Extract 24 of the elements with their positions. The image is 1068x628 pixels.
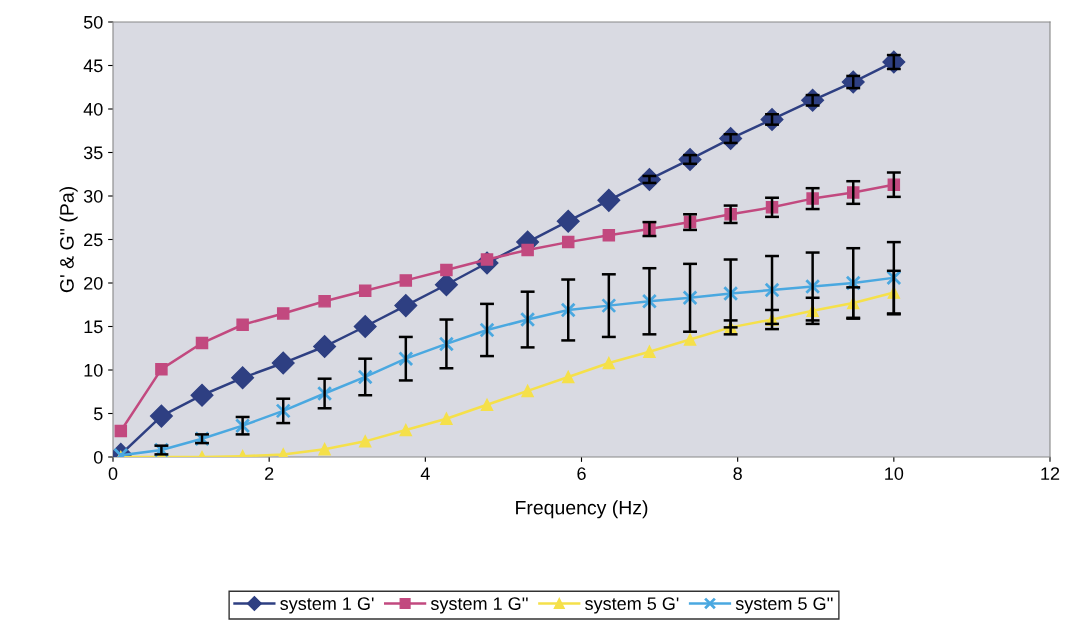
x-tick-label: 6 [577, 467, 586, 480]
legend-label: system 5 G'' [735, 597, 833, 614]
y-tick-label: 15 [84, 320, 103, 334]
x-tick-label: 2 [265, 467, 274, 480]
y-tick-label: 30 [83, 189, 103, 203]
x-tick-label: 0 [108, 467, 118, 480]
y-tick-label: 10 [84, 363, 103, 377]
legend-label: system 1 G'' [430, 597, 528, 614]
y-tick-label: 40 [83, 102, 103, 116]
y-tick-label: 5 [93, 407, 103, 421]
x-axis-title: Frequency (Hz) [516, 500, 648, 519]
y-axis-title: G' & G'' (Pa) [59, 187, 78, 293]
legend-label: system 1 G' [280, 597, 374, 614]
y-tick-label: 0 [93, 450, 103, 464]
x-tick-label: 8 [733, 467, 742, 480]
y-tick-label: 45 [83, 59, 103, 73]
x-tick-label: 12 [1041, 467, 1060, 480]
y-tick-label: 35 [83, 146, 103, 160]
y-tick-label: 25 [84, 233, 103, 247]
y-tick-label: 20 [84, 276, 103, 290]
y-tick-label: 50 [83, 15, 103, 29]
legend-label: system 5 G' [585, 597, 679, 614]
x-tick-label: 10 [885, 467, 904, 480]
x-tick-label: 4 [420, 467, 430, 480]
